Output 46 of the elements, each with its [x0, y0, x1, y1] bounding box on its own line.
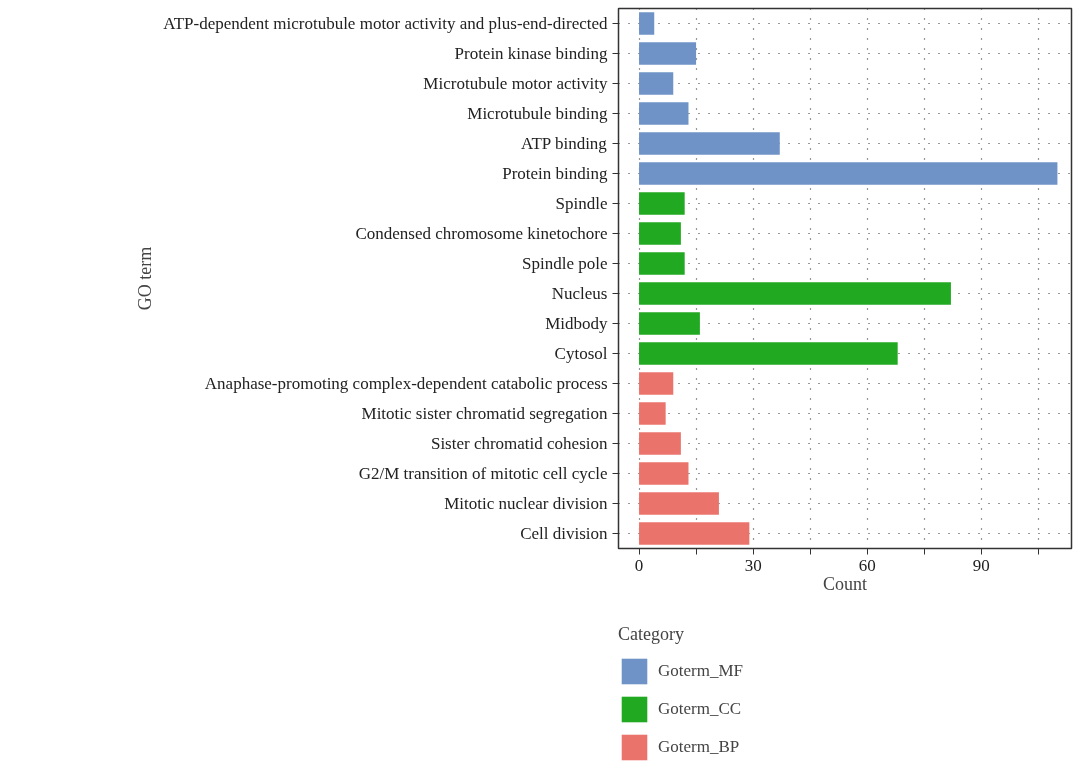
- x-axis-title: Count: [823, 573, 868, 594]
- bar: [639, 42, 697, 65]
- x-tick-label: 0: [634, 555, 644, 575]
- bar: [639, 522, 750, 545]
- y-tick-label: Protein kinase binding: [454, 44, 608, 63]
- y-tick-label: Nucleus: [551, 284, 608, 303]
- bar: [639, 312, 700, 335]
- bar: [639, 102, 689, 125]
- y-tick-label: Midbody: [545, 314, 608, 333]
- y-tick-label: ATP-dependent microtubule motor activity and plus-end-directed: [163, 14, 608, 33]
- y-tick-label: G2/M transition of mitotic cell cycle: [358, 464, 608, 483]
- bar: [639, 342, 898, 365]
- y-tick-label: Protein binding: [502, 164, 608, 183]
- x-tick-label: 60: [858, 555, 876, 575]
- y-tick-label: Mitotic sister chromatid segregation: [361, 404, 608, 423]
- legend-title: Category: [618, 624, 685, 645]
- y-tick-label: Condensed chromosome kinetochore: [355, 224, 608, 243]
- bar: [639, 222, 681, 245]
- bar: [639, 252, 685, 275]
- y-tick-label: Microtubule binding: [467, 104, 608, 123]
- y-axis-title: GO term: [135, 246, 156, 311]
- bar: [639, 12, 655, 35]
- bar: [639, 192, 685, 215]
- bar: [639, 492, 719, 515]
- y-tick-label: Cytosol: [554, 344, 608, 363]
- bar: [639, 372, 674, 395]
- bar: [639, 132, 780, 155]
- legend-label: Goterm_MF: [658, 661, 743, 681]
- bar: [639, 162, 1058, 185]
- y-tick-label: Anaphase-promoting complex-dependent catabolic process: [204, 374, 608, 393]
- y-tick-label: ATP binding: [521, 134, 608, 153]
- bar: [639, 72, 674, 95]
- bar: [639, 462, 689, 485]
- bar: [639, 402, 666, 425]
- y-tick-label: Spindle pole: [522, 254, 608, 273]
- x-tick-label: 30: [744, 555, 762, 575]
- y-tick-label: Spindle: [555, 194, 608, 213]
- bar: [639, 432, 681, 455]
- x-tick-label: 90: [972, 555, 990, 575]
- legend-label: Goterm_CC: [658, 699, 742, 719]
- y-tick-label: Microtubule motor activity: [423, 74, 608, 93]
- y-tick-label: Mitotic nuclear division: [444, 494, 608, 513]
- legend-label: Goterm_BP: [658, 737, 740, 757]
- y-tick-label: Sister chromatid cohesion: [430, 434, 608, 453]
- y-tick-label: Cell division: [520, 524, 608, 543]
- bar: [639, 282, 951, 305]
